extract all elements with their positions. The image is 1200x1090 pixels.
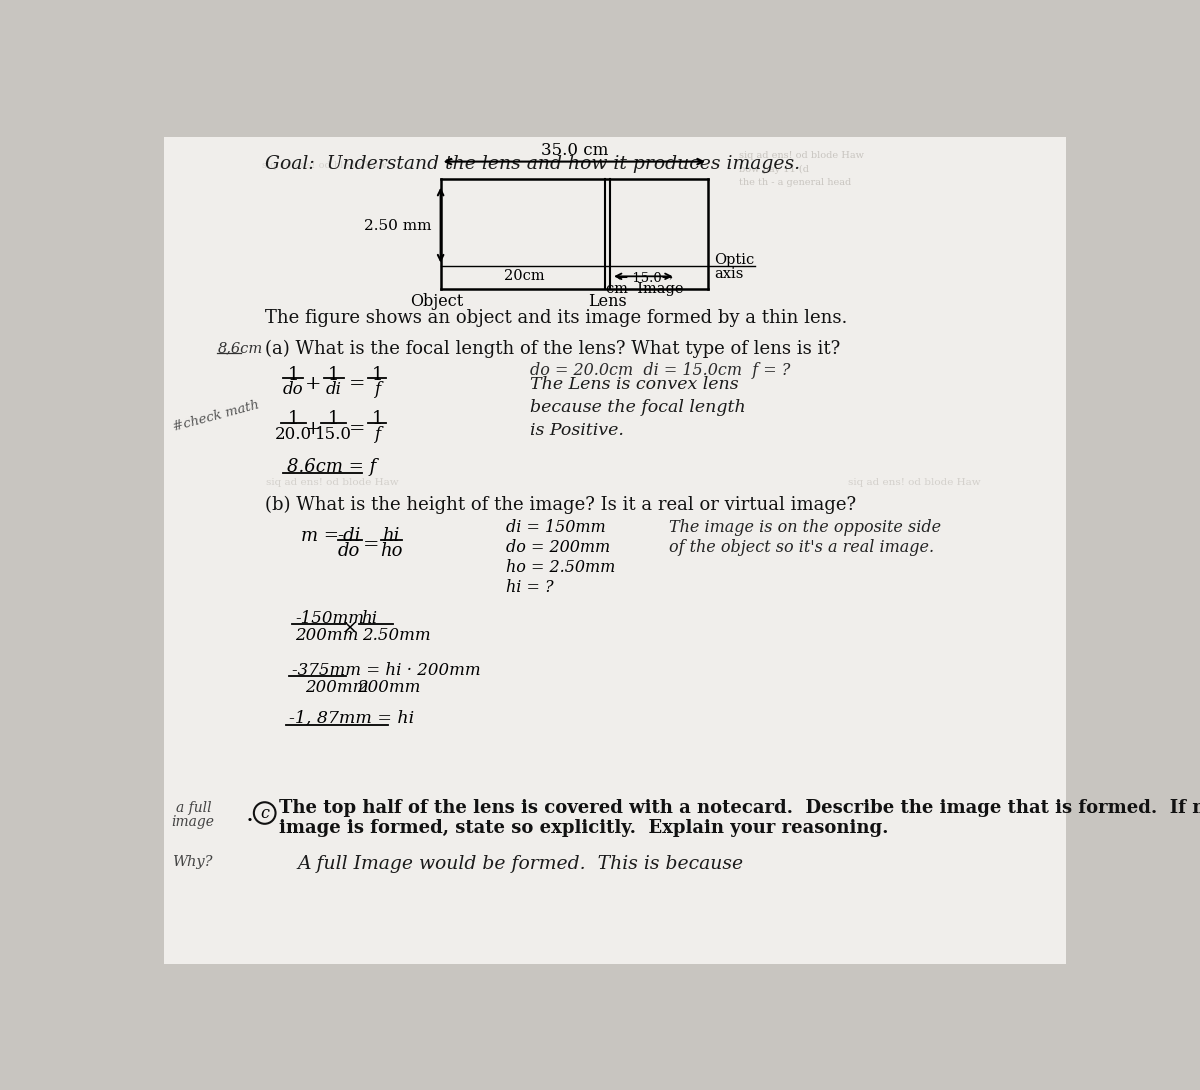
Text: -1, 87mm = hi: -1, 87mm = hi — [289, 710, 414, 727]
Text: do = 200mm: do = 200mm — [506, 538, 611, 556]
Text: the th - a general head: the th - a general head — [739, 179, 851, 187]
Text: Lens: Lens — [588, 292, 626, 310]
Text: 35.0 cm: 35.0 cm — [541, 142, 608, 158]
Text: The Lens is convex lens: The Lens is convex lens — [529, 376, 738, 392]
Text: cm  Image: cm Image — [606, 282, 683, 296]
Text: Object: Object — [410, 292, 463, 310]
Text: do: do — [283, 382, 304, 398]
Text: A full Image would be formed.  This is because: A full Image would be formed. This is be… — [298, 855, 743, 873]
Text: Goal:  Understand the lens and how it produces images.: Goal: Understand the lens and how it pro… — [265, 156, 800, 173]
Text: Optic: Optic — [714, 253, 755, 267]
Text: -375mm = hi · 200mm: -375mm = hi · 200mm — [292, 662, 480, 679]
Text: hi: hi — [361, 609, 378, 627]
Text: =: = — [362, 536, 379, 554]
Text: 200mm: 200mm — [305, 679, 368, 697]
Text: The image is on the opposite side: The image is on the opposite side — [670, 519, 941, 536]
Text: ×: × — [341, 619, 358, 637]
Text: f: f — [374, 382, 380, 398]
Text: di: di — [325, 382, 342, 398]
Text: 2.50 mm: 2.50 mm — [364, 219, 431, 233]
Text: of the object so it's a real image.: of the object so it's a real image. — [670, 538, 935, 556]
Text: 20cm: 20cm — [504, 269, 545, 283]
Text: m =: m = — [301, 526, 340, 545]
Text: 15.0: 15.0 — [316, 426, 352, 443]
Text: (b) What is the height of the image? Is it a real or virtual image?: (b) What is the height of the image? Is … — [265, 496, 856, 514]
Text: axis: axis — [714, 267, 744, 281]
Text: 1: 1 — [328, 410, 340, 428]
Text: -di: -di — [337, 526, 361, 545]
Text: hi: hi — [383, 526, 400, 545]
Text: di = 150mm: di = 150mm — [506, 519, 606, 536]
Text: bow pay 11 (d: bow pay 11 (d — [739, 165, 809, 173]
Text: do: do — [338, 542, 360, 560]
Text: (a) What is the focal length of the lens? What type of lens is it?: (a) What is the focal length of the lens… — [265, 340, 840, 359]
Text: is Positive.: is Positive. — [529, 422, 624, 439]
FancyBboxPatch shape — [164, 137, 1066, 964]
Text: 1: 1 — [371, 410, 383, 428]
Text: 200mm: 200mm — [295, 627, 359, 644]
Text: do = 20.0cm  di = 15.0cm  f = ?: do = 20.0cm di = 15.0cm f = ? — [529, 362, 790, 379]
Text: ← 15.0→: ← 15.0→ — [617, 271, 672, 284]
Text: siq ad ens! od blode Haw: siq ad ens! od blode Haw — [263, 160, 388, 170]
Text: because the focal length: because the focal length — [529, 399, 745, 415]
Text: ho = 2.50mm: ho = 2.50mm — [506, 559, 616, 576]
Text: image is formed, state so explicitly.  Explain your reasoning.: image is formed, state so explicitly. Ex… — [278, 820, 888, 837]
Text: 200mm: 200mm — [356, 679, 420, 697]
Text: =: = — [349, 375, 365, 392]
Text: =: = — [349, 420, 365, 437]
Text: siq ad ens! od blode Haw: siq ad ens! od blode Haw — [739, 150, 864, 160]
Text: ·: · — [245, 810, 253, 833]
Text: image: image — [172, 814, 215, 828]
Text: 2.50mm: 2.50mm — [361, 627, 431, 644]
Text: The top half of the lens is covered with a notecard.  Describe the image that is: The top half of the lens is covered with… — [278, 799, 1200, 818]
Text: 8.6cm = f: 8.6cm = f — [287, 458, 377, 476]
Text: #check math: #check math — [172, 399, 260, 434]
Text: +: + — [305, 420, 322, 437]
Text: -150mm: -150mm — [295, 609, 364, 627]
Text: 8,6cm: 8,6cm — [218, 342, 264, 355]
Text: 20.0: 20.0 — [275, 426, 312, 443]
Text: siq ad ens! od blode Haw: siq ad ens! od blode Haw — [847, 479, 980, 487]
Text: +: + — [305, 375, 322, 392]
Text: siq ad ens! od blode Haw: siq ad ens! od blode Haw — [266, 479, 398, 487]
Text: Why?: Why? — [172, 855, 212, 869]
Text: a full: a full — [176, 801, 212, 814]
Text: 1: 1 — [288, 410, 299, 428]
Text: c: c — [260, 804, 269, 822]
Text: ho: ho — [379, 542, 402, 560]
Text: 1: 1 — [328, 365, 340, 384]
Text: 1: 1 — [371, 365, 383, 384]
Text: f: f — [374, 426, 380, 443]
Text: The figure shows an object and its image formed by a thin lens.: The figure shows an object and its image… — [265, 310, 847, 327]
Text: 1: 1 — [288, 365, 299, 384]
Text: hi = ?: hi = ? — [506, 579, 554, 596]
